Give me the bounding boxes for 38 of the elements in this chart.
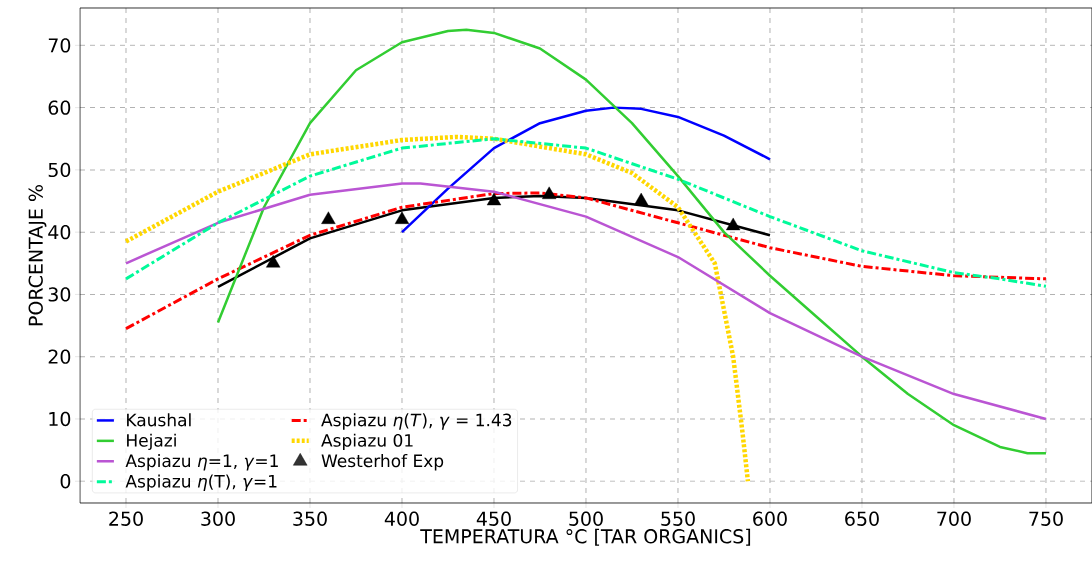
- point: [726, 217, 741, 231]
- y-tick-label: 40: [48, 224, 71, 240]
- x-axis-title: TEMPERATURA °C [TAR ORGANICS]: [420, 528, 751, 546]
- x-tick-label: 650: [845, 511, 879, 526]
- point: [542, 186, 557, 199]
- x-tick-label: 500: [569, 511, 603, 526]
- line-series: [124, 137, 1048, 288]
- line-series: [216, 28, 1048, 455]
- x-tick-label: 250: [109, 511, 143, 526]
- legend-label: Aspiazu η=1, γ=1: [125, 454, 278, 471]
- x-tick-label: 750: [1029, 511, 1063, 526]
- point: [634, 192, 649, 206]
- x-tick-label: 300: [201, 511, 235, 526]
- point: [394, 211, 410, 224]
- point: [321, 211, 336, 224]
- legend-label: Hejazi: [127, 433, 176, 451]
- y-tick-label: 70: [48, 38, 71, 53]
- x-tick-label: 350: [293, 511, 327, 526]
- y-tick-label: 30: [48, 287, 71, 302]
- y-tick-label: 60: [48, 100, 71, 115]
- line-series: [400, 106, 772, 234]
- legend-label: Aspiazu 01: [321, 433, 413, 451]
- legend-label: Kaushal: [127, 413, 191, 427]
- x-tick-label: 400: [384, 511, 419, 526]
- legend-label: Aspiazu η(T), γ = 1.43: [321, 413, 512, 430]
- legend-label: Aspiazu η(T), γ=1: [125, 474, 277, 491]
- y-tick-label: 0: [60, 474, 71, 489]
- x-tick-label: 450: [476, 511, 511, 526]
- y-tick-label: 10: [49, 411, 71, 427]
- x-tick-label: 700: [937, 511, 971, 526]
- legend-label: Westerhof Exp: [321, 454, 444, 471]
- y-tick-label: 20: [48, 349, 71, 364]
- x-tick-label: 600: [753, 511, 787, 526]
- point: [486, 192, 502, 206]
- x-tick-label: 550: [661, 511, 695, 526]
- y-axis-title: PORCENTAJE %: [28, 185, 47, 326]
- y-tick-label: 50: [48, 162, 71, 178]
- point: [266, 255, 281, 268]
